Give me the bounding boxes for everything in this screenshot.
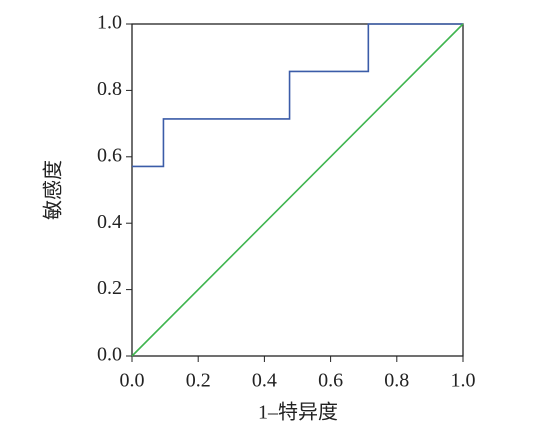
plot-frame [131,23,464,357]
x-tick-label: 0.0 [120,370,145,392]
y-axis-label: 敏感度 [42,160,65,220]
line [131,23,464,357]
x-tick-label: 0.2 [186,370,211,392]
y-tick-label: 0.6 [97,144,122,166]
y-tick-label: 0.4 [97,211,122,233]
y-tick-label: 0.8 [97,78,122,100]
y-tick-label: 1.0 [97,12,122,34]
line [132,23,463,168]
x-tick-label: 0.4 [252,370,277,392]
x-axis-label: 1–特异度 [258,401,338,424]
x-tick-label: 1.0 [451,370,476,392]
x-tick-label: 0.6 [318,370,343,392]
y-tick-label: 0.2 [97,277,122,299]
y-tick-label: 0.0 [97,344,122,366]
x-tick-label: 0.8 [384,370,409,392]
